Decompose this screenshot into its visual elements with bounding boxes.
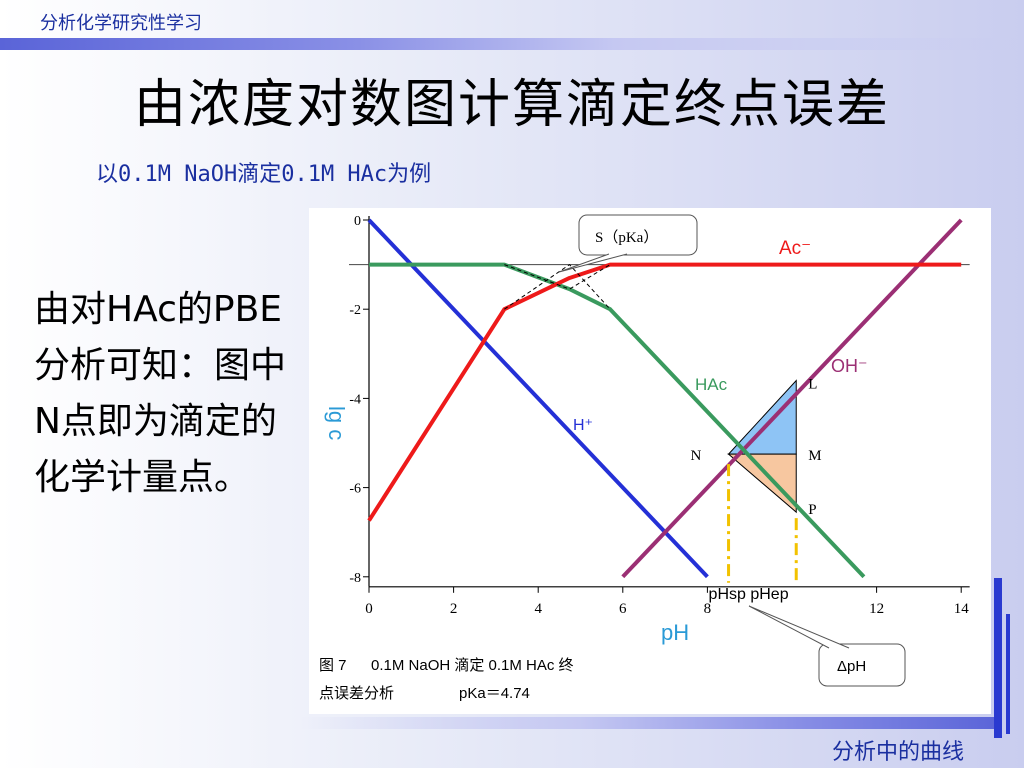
triangle-nmp xyxy=(727,453,797,514)
chart-axes xyxy=(349,216,970,588)
corner-bar-thin xyxy=(1006,614,1010,734)
s-callout-pointer xyxy=(558,253,628,273)
point-n-label: N xyxy=(691,448,702,464)
delta-callout-box xyxy=(818,643,906,687)
s-dashed-guides xyxy=(504,264,611,290)
slide-subtitle: 以0.1M NaOH滴定0.1M HAc为例 xyxy=(96,162,432,187)
delta-callout-label: ΔpH xyxy=(837,658,866,675)
ph-sp-ep-label: pHsp pHep xyxy=(709,586,789,603)
series-label-ac: Ac⁻ xyxy=(779,238,811,259)
y-tick-label: -6 xyxy=(349,482,361,497)
series-label-h: H⁺ xyxy=(573,417,593,434)
slide-title: 由浓度对数图计算滴定终点误差 xyxy=(133,75,890,135)
caption-pka: pKa＝4.74 xyxy=(459,685,530,702)
delta-callout-pointer xyxy=(748,605,850,649)
point-l-label: L xyxy=(808,377,817,393)
top-decor-bar xyxy=(0,38,1024,50)
x-tick-label: 6 xyxy=(619,601,627,617)
x-tick-label: 12 xyxy=(869,601,884,617)
series-lines xyxy=(367,218,963,579)
course-title: 分析化学研究性学习 xyxy=(40,13,202,34)
y-tick-label: -2 xyxy=(349,303,361,318)
caption-line-2: 点误差分析 xyxy=(319,685,394,702)
caption-line-1: 0.1M NaOH 滴定 0.1M HAc 终 xyxy=(371,656,574,674)
series-line-ac xyxy=(367,262,962,522)
series-line-h xyxy=(367,218,709,579)
series-line-oh xyxy=(621,218,963,579)
caption-figure-number: 图 7 xyxy=(319,657,347,674)
bottom-decor-bar xyxy=(300,717,1000,729)
series-label-hac: HAc xyxy=(695,375,728,394)
x-tick-label: 2 xyxy=(450,601,458,617)
y-tick-label: 0 xyxy=(354,214,361,229)
x-tick-label: 14 xyxy=(954,601,970,617)
x-tick-label: 4 xyxy=(534,601,542,617)
point-m-label: M xyxy=(808,448,821,464)
y-axis-title: lg c xyxy=(324,406,349,440)
footer-text: 分析中的曲线 xyxy=(832,740,965,765)
s-callout-box xyxy=(578,214,698,256)
corner-bar-thick xyxy=(994,578,1002,738)
y-tick-label: -8 xyxy=(349,571,361,586)
s-dashed-guides-inner xyxy=(504,263,611,310)
series-line-hac xyxy=(369,262,866,579)
series-label-oh: OH⁻ xyxy=(831,356,868,376)
s-callout-label: S（pKa） xyxy=(595,229,658,246)
chart-labels: Ac⁻ OH⁻ HAc H⁺ pH lg c 图 7 0.1M NaOH 滴定 0.1M HA… xyxy=(319,238,868,702)
explanation-text: 由对HAc的PBE分析可知：图中N点即为滴定的化学计量点。 xyxy=(34,289,287,498)
x-axis-title: pH xyxy=(661,620,689,645)
x-tick-label: 8 xyxy=(704,601,712,617)
error-triangles xyxy=(727,379,797,514)
x-tick-label: 0 xyxy=(365,601,373,617)
axis-ticks: 0 -2 -4 -6 -8 0 2 4 6 8 12 14 xyxy=(349,214,969,617)
y-tick-label: -4 xyxy=(349,392,361,407)
point-p-label: P xyxy=(808,502,816,518)
